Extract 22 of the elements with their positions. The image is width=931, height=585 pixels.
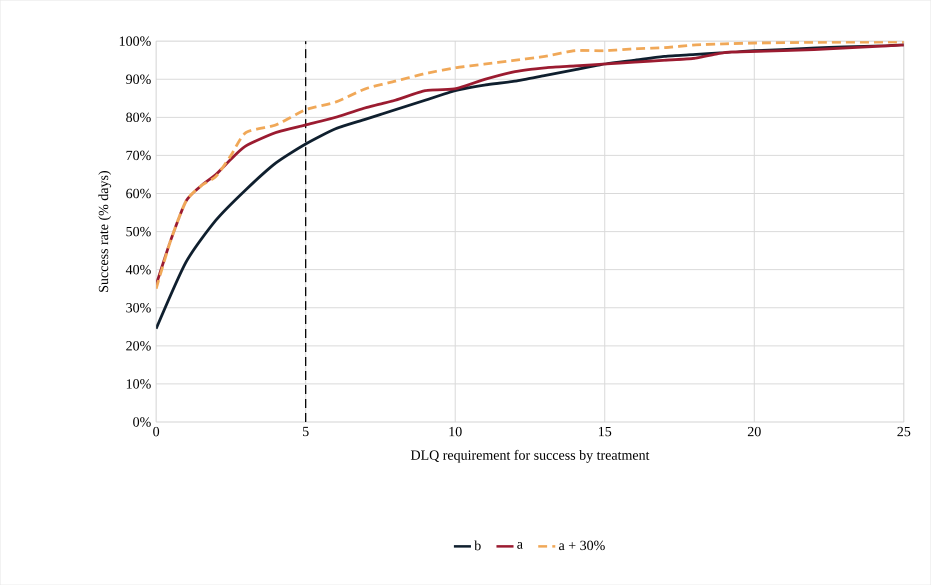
y-tick-label: 90%	[126, 74, 151, 84]
x-tick-label: 20	[748, 426, 761, 436]
y-tick-label: 30%	[126, 302, 151, 312]
x-tick-label: 10	[449, 426, 462, 436]
y-tick-label: 60%	[126, 188, 151, 198]
y-tick-label: 80%	[126, 112, 151, 122]
y-tick-label: 100%	[120, 36, 151, 46]
x-tick-label: 25	[897, 426, 910, 436]
y-tick-label: 20%	[126, 341, 151, 351]
y-axis-title: Success rate (% days)	[98, 170, 112, 292]
y-tick-label: 40%	[126, 264, 151, 274]
x-tick-label: 5	[302, 426, 309, 436]
x-axis-title: DLQ requirement for success by treatment	[410, 450, 650, 463]
legend-label: b	[474, 540, 481, 550]
legend-label: a + 30%	[559, 540, 605, 550]
legend-label: a	[517, 542, 523, 549]
y-tick-label: 70%	[126, 150, 151, 160]
y-tick-label: 50%	[126, 226, 151, 236]
y-tick-label: 10%	[126, 379, 151, 389]
y-tick-label: 0%	[133, 417, 151, 427]
x-tick-label: 0	[153, 426, 160, 436]
x-tick-label: 15	[598, 426, 612, 436]
